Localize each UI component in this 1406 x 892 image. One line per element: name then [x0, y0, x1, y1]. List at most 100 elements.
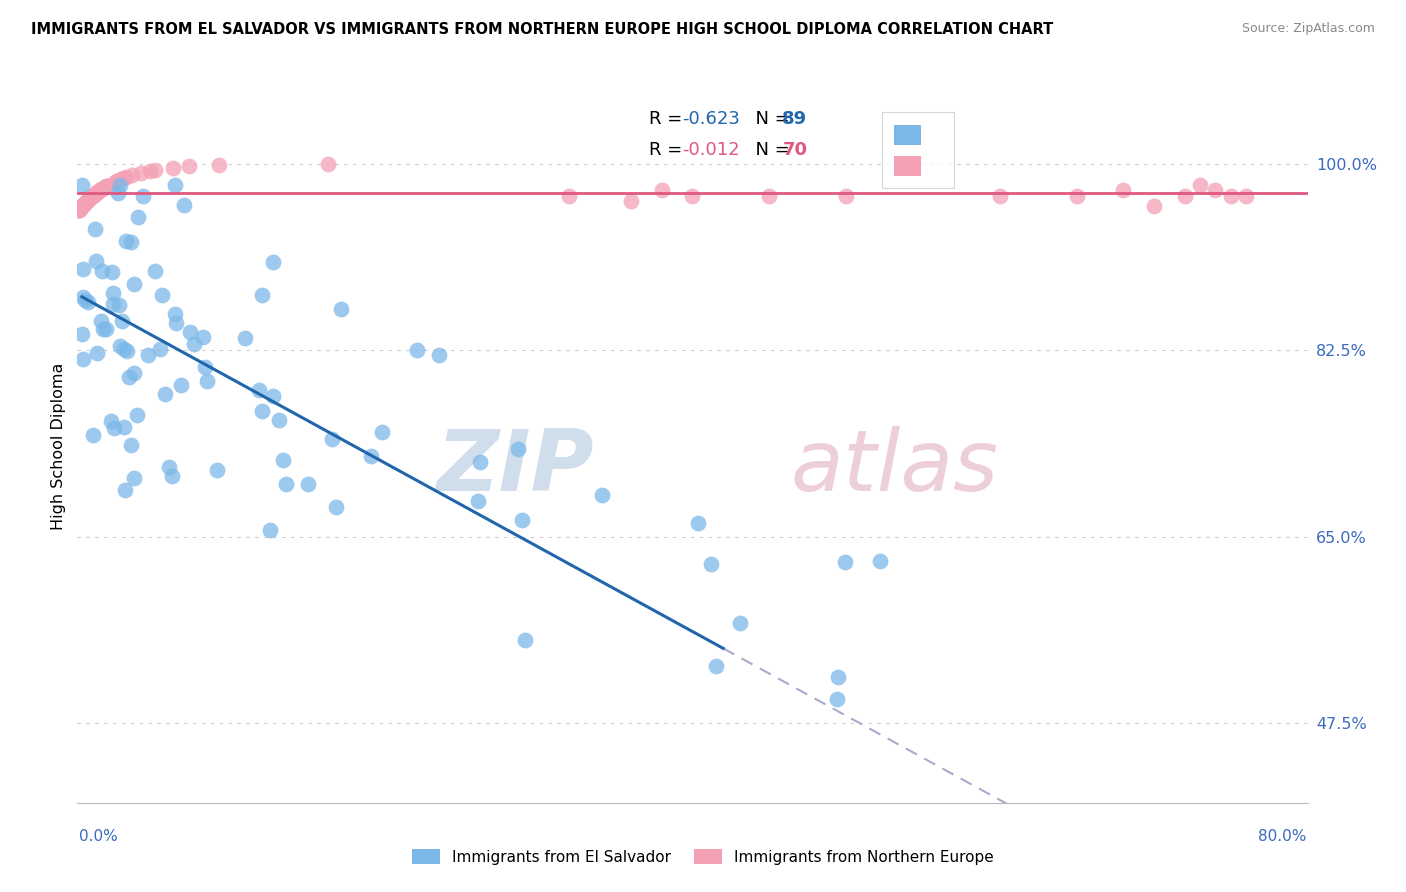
Point — [101, 265, 124, 279]
Point — [179, 325, 201, 339]
Point — [1174, 188, 1197, 202]
Text: ZIP: ZIP — [436, 425, 595, 509]
Text: R =: R = — [650, 141, 689, 159]
Point — [80, 190, 103, 204]
Point — [73, 196, 96, 211]
Point — [321, 433, 343, 447]
Legend: Immigrants from El Salvador, Immigrants from Northern Europe: Immigrants from El Salvador, Immigrants … — [406, 843, 1000, 871]
Point — [165, 317, 187, 331]
Point — [82, 189, 104, 203]
Point — [825, 691, 848, 706]
Point — [139, 164, 162, 178]
Point — [87, 185, 110, 199]
Point — [250, 287, 273, 301]
Point — [101, 286, 124, 301]
Point — [72, 198, 94, 212]
Point — [834, 555, 856, 569]
Point — [249, 383, 271, 397]
Point — [1219, 188, 1241, 202]
Point — [121, 168, 143, 182]
Point — [153, 387, 176, 401]
Point — [688, 516, 710, 530]
Point — [515, 633, 537, 648]
Point — [136, 348, 159, 362]
Point — [558, 188, 581, 202]
Y-axis label: High School Diploma: High School Diploma — [51, 362, 66, 530]
Point — [90, 314, 112, 328]
Point — [75, 195, 97, 210]
Point — [86, 186, 108, 200]
Point — [72, 262, 94, 277]
Point — [704, 659, 727, 673]
Point — [259, 523, 281, 537]
Point — [72, 351, 94, 366]
Point — [262, 389, 284, 403]
Point — [83, 187, 105, 202]
Point — [162, 469, 184, 483]
Point — [115, 170, 138, 185]
Point — [84, 253, 107, 268]
Point — [195, 374, 218, 388]
Text: 89: 89 — [782, 111, 807, 128]
Point — [67, 202, 90, 217]
Point — [114, 483, 136, 497]
Point — [250, 404, 273, 418]
Point — [89, 183, 111, 197]
Point — [1066, 188, 1088, 202]
Point — [262, 255, 284, 269]
Point — [83, 187, 105, 202]
Point — [100, 414, 122, 428]
Point — [73, 196, 96, 211]
Point — [108, 173, 131, 187]
Point — [96, 179, 118, 194]
Point — [835, 188, 858, 202]
Point — [105, 174, 128, 188]
Point — [103, 421, 125, 435]
Point — [1234, 188, 1257, 202]
Point — [143, 163, 166, 178]
Text: N =: N = — [744, 141, 796, 159]
Point — [77, 295, 100, 310]
Point — [69, 201, 91, 215]
Point — [73, 293, 96, 308]
Point — [72, 290, 94, 304]
Point — [183, 337, 205, 351]
Point — [125, 408, 148, 422]
Point — [1204, 183, 1226, 197]
Point — [115, 344, 138, 359]
Point — [163, 307, 186, 321]
Point — [127, 210, 149, 224]
Point — [162, 161, 184, 175]
Point — [75, 195, 97, 210]
Point — [104, 175, 127, 189]
Point — [105, 174, 128, 188]
Point — [191, 330, 214, 344]
Point — [112, 171, 135, 186]
Point — [111, 172, 134, 186]
Point — [77, 193, 100, 207]
Point — [93, 180, 115, 194]
Point — [163, 178, 186, 192]
Point — [325, 500, 347, 514]
Point — [70, 178, 93, 192]
Point — [90, 182, 112, 196]
Point — [108, 178, 131, 192]
Point — [77, 192, 100, 206]
Point — [149, 342, 172, 356]
Point — [267, 413, 290, 427]
Point — [129, 166, 152, 180]
Point — [69, 201, 91, 215]
Point — [80, 190, 103, 204]
Point — [91, 264, 114, 278]
Point — [86, 185, 108, 199]
Text: R =: R = — [650, 111, 689, 128]
Text: -0.623: -0.623 — [683, 111, 741, 128]
Point — [620, 194, 643, 208]
Text: IMMIGRANTS FROM EL SALVADOR VS IMMIGRANTS FROM NORTHERN EUROPE HIGH SCHOOL DIPLO: IMMIGRANTS FROM EL SALVADOR VS IMMIGRANT… — [31, 22, 1053, 37]
Point — [1188, 178, 1211, 192]
Point — [207, 463, 229, 477]
Point — [101, 297, 124, 311]
Point — [91, 182, 114, 196]
Point — [96, 178, 118, 193]
Point — [318, 157, 340, 171]
